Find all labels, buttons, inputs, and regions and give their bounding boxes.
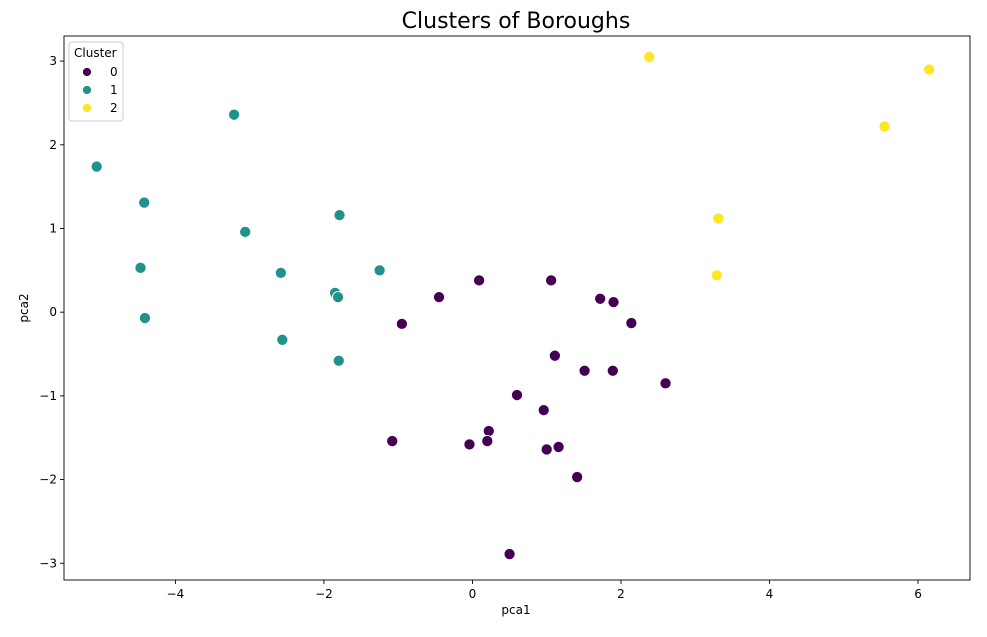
y-tick-label: −3	[39, 556, 57, 570]
scatter-point-cluster-1	[239, 225, 252, 238]
legend-label-cluster-2: 2	[110, 101, 118, 115]
legend-marker-cluster-1	[82, 85, 92, 95]
legend: Cluster 0 1 2	[68, 41, 124, 122]
scatter-point-cluster-0	[510, 388, 524, 402]
y-tick-label: 3	[49, 54, 57, 68]
scatter-point-cluster-1	[331, 291, 345, 304]
scatter-point-cluster-0	[537, 404, 550, 417]
y-tick-label: −2	[39, 473, 57, 487]
scatter-point-cluster-2	[710, 269, 723, 282]
plot-area-frame	[63, 35, 971, 581]
legend-marker-cluster-2	[82, 103, 92, 113]
scatter-point-cluster-2	[923, 63, 936, 76]
legend-marker-cluster-0	[82, 67, 92, 77]
scatter-point-cluster-0	[482, 424, 495, 438]
x-tick-label: 4	[766, 587, 774, 601]
chart-title: Clusters of Boroughs	[402, 9, 631, 34]
scatter-point-cluster-0	[463, 438, 476, 451]
scatter-point-cluster-2	[712, 212, 725, 225]
scatter-point-cluster-0	[571, 471, 584, 484]
legend-label-cluster-1: 1	[110, 83, 118, 97]
x-tick-label: −2	[315, 587, 333, 601]
y-tick-label: −1	[39, 389, 57, 403]
scatter-point-cluster-0	[659, 377, 672, 390]
x-axis-label: pca1	[501, 603, 530, 617]
scatter-point-cluster-2	[643, 50, 656, 63]
x-tick-label: −4	[167, 587, 185, 601]
scatter-point-cluster-2	[878, 120, 891, 133]
x-tick-label: 0	[469, 587, 477, 601]
scatter-point-cluster-1	[138, 311, 151, 325]
y-tick-label: 1	[49, 221, 57, 235]
scatter-point-cluster-1	[134, 261, 147, 274]
scatter-point-cluster-1	[276, 333, 289, 346]
y-tick-label: 0	[49, 305, 57, 319]
scatter-points	[90, 50, 936, 561]
scatter-point-cluster-1	[332, 354, 345, 367]
scatter-point-cluster-1	[274, 266, 287, 279]
scatter-point-cluster-1	[228, 108, 241, 121]
scatter-point-cluster-0	[607, 296, 620, 309]
y-axis-label: pca2	[17, 293, 31, 322]
legend-title: Cluster	[74, 46, 117, 60]
scatter-point-cluster-0	[481, 435, 494, 448]
scatter-point-cluster-0	[395, 317, 408, 330]
x-tick-label: 6	[914, 587, 922, 601]
scatter-point-cluster-0	[432, 291, 446, 304]
scatter-point-cluster-0	[594, 292, 607, 305]
legend-label-cluster-0: 0	[110, 65, 118, 79]
x-axis: −4 −2 0 2 4 6	[167, 580, 922, 601]
scatter-point-cluster-0	[386, 435, 399, 448]
scatter-point-cluster-1	[138, 196, 151, 209]
scatter-point-cluster-0	[548, 349, 561, 362]
scatter-point-cluster-0	[552, 440, 565, 453]
scatter-point-cluster-0	[473, 274, 486, 287]
y-tick-label: 2	[49, 138, 57, 152]
scatter-point-cluster-0	[540, 443, 553, 456]
legend-frame	[68, 41, 124, 122]
y-axis: −3 −2 −1 0 1 2 3	[39, 54, 64, 570]
x-tick-label: 2	[617, 587, 625, 601]
scatter-point-cluster-0	[545, 274, 558, 287]
scatter-point-cluster-0	[625, 317, 638, 330]
scatter-point-cluster-0	[606, 364, 619, 377]
scatter-point-cluster-0	[578, 364, 591, 377]
scatter-point-cluster-1	[333, 209, 346, 222]
scatter-point-cluster-0	[503, 548, 516, 561]
scatter-point-cluster-1	[90, 160, 103, 173]
scatter-point-cluster-1	[373, 264, 386, 277]
